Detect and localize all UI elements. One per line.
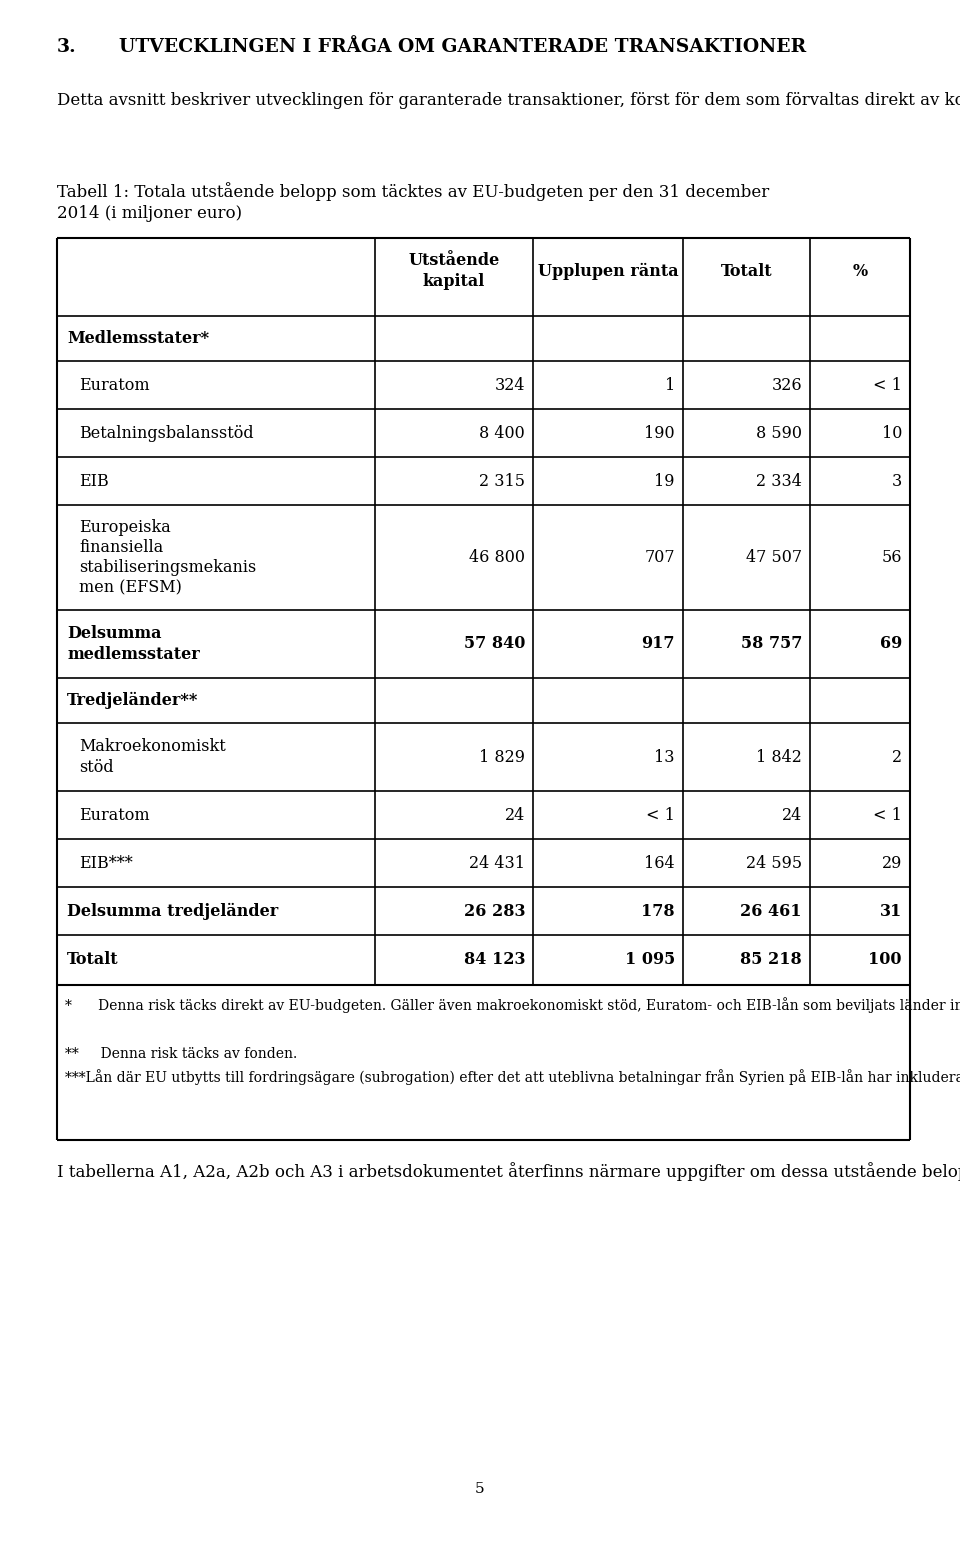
Text: %: % (852, 262, 868, 279)
Text: 58 757: 58 757 (740, 636, 802, 653)
Text: 190: 190 (644, 425, 675, 442)
Text: Euratom: Euratom (79, 806, 150, 823)
Text: 84 123: 84 123 (464, 951, 525, 968)
Text: 47 507: 47 507 (746, 550, 802, 567)
Text: 24 431: 24 431 (469, 854, 525, 871)
Text: 2: 2 (892, 749, 902, 766)
Text: < 1: < 1 (874, 377, 902, 394)
Text: 56: 56 (881, 550, 902, 567)
Text: 178: 178 (641, 903, 675, 920)
Text: 1 842: 1 842 (756, 749, 802, 766)
Text: 29: 29 (881, 854, 902, 871)
Text: 31: 31 (879, 903, 902, 920)
Text: 8 400: 8 400 (479, 425, 525, 442)
Text: 707: 707 (644, 550, 675, 567)
Text: 1 095: 1 095 (625, 951, 675, 968)
Text: 2 315: 2 315 (479, 472, 525, 489)
Text: 5: 5 (475, 1482, 485, 1496)
Text: 3: 3 (892, 472, 902, 489)
Text: < 1: < 1 (646, 806, 675, 823)
Text: 13: 13 (655, 749, 675, 766)
Text: EIB: EIB (79, 472, 108, 489)
Text: 2 334: 2 334 (756, 472, 802, 489)
Text: ***Lån där EU utbytts till fordringsägare (subrogation) efter det att uteblivna : ***Lån där EU utbytts till fordringsägar… (65, 1068, 960, 1085)
Text: Medlemsstater*: Medlemsstater* (67, 330, 209, 347)
Text: 324: 324 (494, 377, 525, 394)
Text: < 1: < 1 (874, 806, 902, 823)
Text: Upplupen ränta: Upplupen ränta (538, 262, 679, 279)
Text: 326: 326 (772, 377, 802, 394)
Text: I tabellerna A1, A2a, A2b och A3 i arbetsdokumentet återfinns närmare uppgifter : I tabellerna A1, A2a, A2b och A3 i arbet… (57, 1163, 960, 1181)
Text: 24: 24 (505, 806, 525, 823)
Text: 1: 1 (664, 377, 675, 394)
Text: Euratom: Euratom (79, 377, 150, 394)
Text: 164: 164 (644, 854, 675, 871)
Text: 8 590: 8 590 (756, 425, 802, 442)
Text: Makroekonomiskt
stöd: Makroekonomiskt stöd (79, 738, 226, 775)
Text: Europeiska
finansiella
stabiliseringsmekanis
men (EFSM): Europeiska finansiella stabiliseringsmek… (79, 519, 256, 596)
Text: EIB***: EIB*** (79, 854, 132, 871)
Text: *      Denna risk täcks direkt av EU-budgeten. Gäller även makroekonomiskt stöd,: * Denna risk täcks direkt av EU-budgeten… (65, 997, 960, 1013)
Text: 2014 (i miljoner euro): 2014 (i miljoner euro) (57, 205, 242, 222)
Text: 1 829: 1 829 (479, 749, 525, 766)
Text: 24: 24 (781, 806, 802, 823)
Text: Detta avsnitt beskriver utvecklingen för garanterade transaktioner, först för de: Detta avsnitt beskriver utvecklingen för… (57, 93, 960, 110)
Text: Totalt: Totalt (67, 951, 119, 968)
Text: Tabell 1: Totala utstående belopp som täcktes av EU-budgeten per den 31 december: Tabell 1: Totala utstående belopp som tä… (57, 182, 769, 201)
Text: 917: 917 (641, 636, 675, 653)
Text: **     Denna risk täcks av fonden.: ** Denna risk täcks av fonden. (65, 1047, 298, 1061)
Text: Delsumma tredjeländer: Delsumma tredjeländer (67, 902, 278, 920)
Text: Tredjeländer**: Tredjeländer** (67, 692, 199, 709)
Text: Betalningsbalansstöd: Betalningsbalansstöd (79, 425, 253, 442)
Text: 26 461: 26 461 (740, 903, 802, 920)
Text: UTVECKLINGEN I FRÅGA OM GARANTERADE TRANSAKTIONER: UTVECKLINGEN I FRÅGA OM GARANTERADE TRAN… (119, 39, 806, 56)
Text: 85 218: 85 218 (740, 951, 802, 968)
Text: 57 840: 57 840 (464, 636, 525, 653)
Text: 26 283: 26 283 (464, 903, 525, 920)
Text: 10: 10 (881, 425, 902, 442)
Text: 69: 69 (879, 636, 902, 653)
Text: 24 595: 24 595 (746, 854, 802, 871)
Text: 19: 19 (655, 472, 675, 489)
Text: Utstående
kapital: Utstående kapital (408, 252, 499, 290)
Text: 3.: 3. (57, 39, 77, 56)
Text: 46 800: 46 800 (469, 550, 525, 567)
Text: 100: 100 (869, 951, 902, 968)
Text: Totalt: Totalt (721, 262, 772, 279)
Text: Delsumma
medlemsstater: Delsumma medlemsstater (67, 625, 200, 662)
